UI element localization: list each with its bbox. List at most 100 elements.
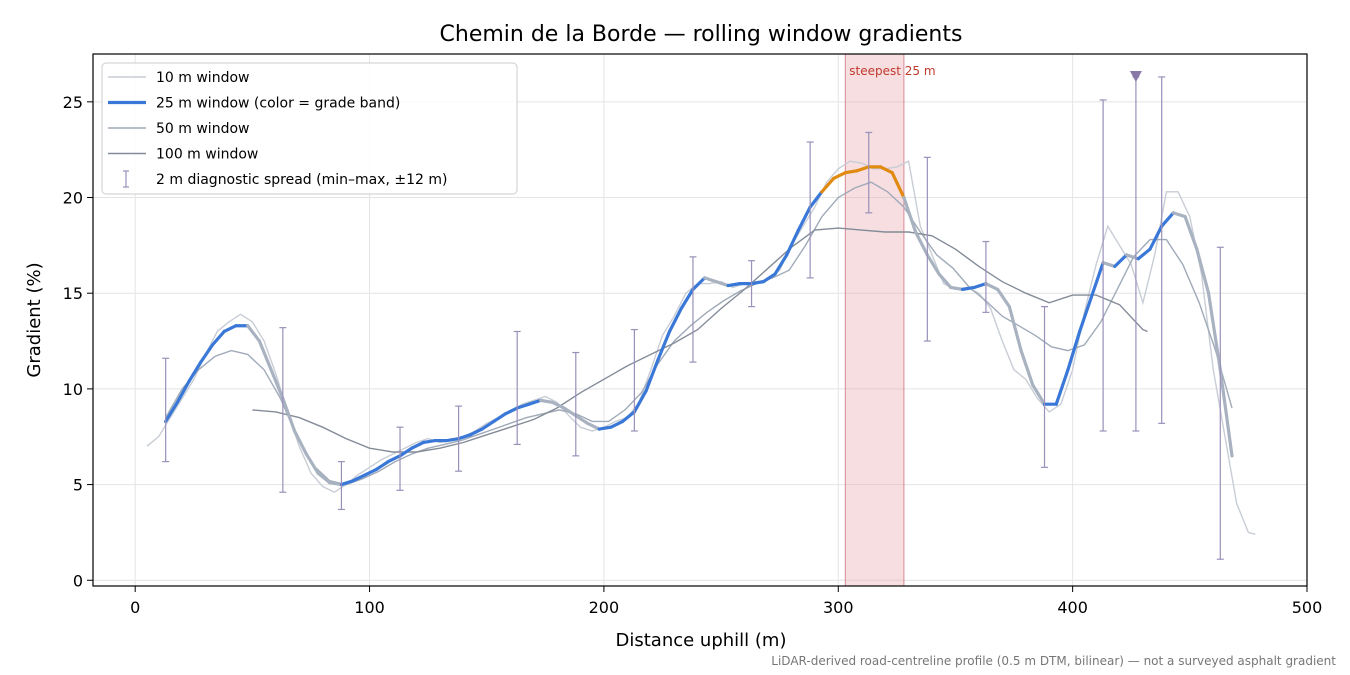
- series-25m-segment: [726, 282, 742, 288]
- plot-area: [146, 70, 1256, 560]
- series-25m-segment: [925, 253, 941, 276]
- series-25m-segment: [831, 171, 847, 180]
- series-25m-segment: [316, 471, 332, 485]
- series-25m-segment: [679, 287, 695, 311]
- series-25m-segment: [996, 287, 1011, 309]
- series-25m-segment: [550, 400, 566, 410]
- series-25m-segment: [785, 228, 801, 257]
- series-25m-segment: [585, 421, 601, 431]
- series-25m-segment: [609, 419, 625, 429]
- chart-title: Chemin de la Borde — rolling window grad…: [440, 22, 963, 47]
- series-25m-segment: [644, 358, 660, 393]
- plot-frame: [92, 53, 1308, 587]
- y-tick-label: 15: [63, 284, 83, 303]
- series-25m-segment: [820, 176, 836, 194]
- series-25m-segment: [503, 406, 519, 416]
- series-25m-segment: [1101, 260, 1117, 269]
- series-10m-window: [146, 160, 1256, 535]
- legend-label: 10 m window: [156, 70, 249, 86]
- y-axis: 0 5 10 15 20 25: [63, 93, 93, 590]
- legend-label: 50 m window: [156, 121, 249, 137]
- series-25m-segment: [445, 437, 461, 443]
- steepest-band: [844, 53, 905, 587]
- series-25m-segment: [304, 452, 320, 475]
- series-25m-segment: [1089, 260, 1105, 299]
- y-tick-label: 25: [63, 93, 83, 112]
- series-25m-segment: [597, 425, 613, 431]
- x-tick-label: 300: [823, 598, 854, 617]
- series-25m-segment: [492, 412, 508, 424]
- series-25m-segment: [1031, 383, 1047, 406]
- series-25m-segment: [1148, 224, 1164, 251]
- x-axis-label: Distance uphill (m): [616, 630, 787, 651]
- series-25m-segment: [714, 280, 730, 288]
- x-tick-label: 100: [354, 598, 385, 617]
- series-25m-segment: [175, 379, 191, 404]
- data-source-note: LiDAR-derived road-centreline profile (0…: [771, 654, 1336, 668]
- y-axis-label: Gradient (%): [24, 262, 45, 377]
- series-25m-segment: [328, 481, 344, 487]
- series-25m-segment: [855, 165, 871, 173]
- series-100m-window: [252, 227, 1148, 453]
- series-25m-segment: [480, 419, 496, 431]
- series-25m-segment: [257, 339, 273, 372]
- series-25m-segment: [703, 276, 719, 284]
- series-25m-segment: [351, 473, 367, 483]
- series-25m-segment: [914, 230, 929, 257]
- legend-label: 2 m diagnostic spread (min–max, ±12 m): [156, 172, 447, 188]
- steepest-label: steepest 25 m: [849, 64, 935, 78]
- series-25m-segment: [1136, 247, 1152, 261]
- legend-box: [101, 62, 518, 195]
- series-25m-segment: [878, 165, 894, 175]
- series-25m-segment: [1007, 305, 1023, 353]
- series-25m-segment: [796, 205, 812, 232]
- series-25m-segment: [843, 169, 859, 175]
- series-25m-segment: [199, 343, 215, 364]
- peak-marker-triangle: [1129, 70, 1142, 82]
- series-25m-segment: [363, 467, 379, 477]
- series-25m-segment: [1019, 349, 1035, 387]
- series-25m-segment: [164, 400, 179, 424]
- series-50m-window: [165, 181, 1233, 486]
- series-25m-segment: [562, 406, 578, 418]
- series-25m-segment: [808, 190, 824, 209]
- x-tick-label: 0: [130, 598, 140, 617]
- x-tick-label: 400: [1057, 598, 1088, 617]
- series-25m-segment: [621, 410, 636, 424]
- series-25m-segment: [691, 276, 707, 291]
- x-tick-label: 500: [1292, 598, 1323, 617]
- series-25m-segment: [398, 446, 414, 458]
- series-25m-segment: [902, 195, 918, 234]
- x-tick-label: 200: [589, 598, 620, 617]
- y-tick-label: 5: [73, 476, 83, 495]
- series-25m-segment: [960, 285, 976, 291]
- legend-label: 25 m window (color = grade band): [156, 96, 400, 112]
- series-25m-segment: [515, 402, 531, 410]
- series-25m-segment: [632, 389, 648, 414]
- series-25m-segment: [374, 460, 390, 471]
- y-tick-label: 20: [63, 189, 83, 208]
- series-25m-segment: [386, 454, 402, 464]
- series-25m-segment: [187, 360, 203, 383]
- series-25m-segment: [410, 440, 426, 450]
- series-25m-segment: [667, 306, 683, 334]
- series-25m-segment: [890, 171, 906, 200]
- series-25m-segment: [574, 414, 590, 425]
- legend-label: 100 m window: [156, 147, 258, 163]
- series-25m-segment: [1054, 368, 1070, 406]
- series-25m-segment: [1078, 295, 1093, 334]
- series-25m-segment: [1113, 253, 1129, 269]
- series-25m-segment: [246, 324, 261, 343]
- series-25m-segment: [972, 282, 988, 290]
- series-25m-segment: [339, 479, 355, 487]
- series-25m-segment: [1171, 211, 1187, 219]
- series-25m-segment: [1160, 211, 1176, 228]
- y-tick-label: 10: [63, 380, 83, 399]
- series-25m-segment: [1183, 215, 1199, 251]
- series-25m-segment: [269, 368, 285, 401]
- series-25m-segment: [292, 429, 308, 456]
- series-25m-segment: [527, 398, 543, 406]
- series-25m-segment: [281, 396, 297, 433]
- x-axis: 0 100 200 300 400 500: [130, 586, 1322, 617]
